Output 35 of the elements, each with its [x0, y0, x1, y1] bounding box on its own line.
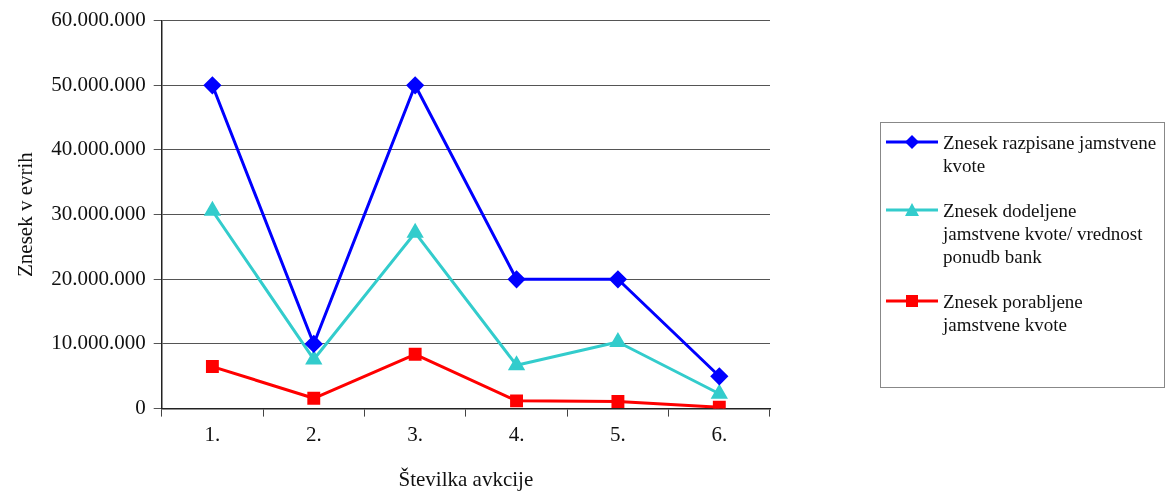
point	[609, 270, 627, 288]
x-tick-label: 5.	[610, 421, 626, 446]
x-tick-label: 4.	[508, 421, 525, 446]
point	[711, 385, 727, 399]
x-tick-label: 6.	[711, 421, 728, 446]
point	[508, 356, 525, 371]
y-tick-label: 20.000.000	[51, 265, 146, 290]
point	[307, 391, 321, 405]
legend-label: Znesek porabljene jamstvene kvote	[943, 290, 1084, 336]
y-tick-label: 10.000.000	[51, 330, 146, 355]
point	[204, 202, 220, 216]
y-tick-label: 50.000.000	[51, 71, 146, 96]
point	[508, 270, 526, 288]
point	[205, 360, 219, 374]
x-axis-title: Številka avkcije	[398, 466, 534, 491]
x-tick-label: 2.	[305, 421, 322, 446]
y-tick-label: 40.000.000	[51, 136, 146, 161]
point	[510, 394, 523, 408]
point	[406, 76, 424, 94]
point	[610, 333, 626, 347]
point	[611, 395, 625, 408]
y-tick-label: 60.000.000	[51, 7, 146, 32]
point	[408, 347, 422, 361]
point	[306, 350, 322, 365]
x-tick-label: 3.	[407, 421, 424, 446]
point	[710, 367, 728, 385]
y-axis-title: Znesek v evrih	[13, 151, 38, 277]
point	[305, 335, 323, 353]
x-tick-label: 1.	[204, 421, 221, 446]
y-tick-label: 0	[135, 395, 146, 420]
y-tick-label: 30.000.000	[51, 201, 146, 226]
point	[407, 224, 423, 238]
point	[203, 76, 221, 94]
legend-label: Znesek dodeljene jamstvene kvote/ vrednost ponudb bank	[943, 199, 1144, 268]
legend-label: Znesek razpisane jamstvene kvote	[943, 131, 1158, 177]
